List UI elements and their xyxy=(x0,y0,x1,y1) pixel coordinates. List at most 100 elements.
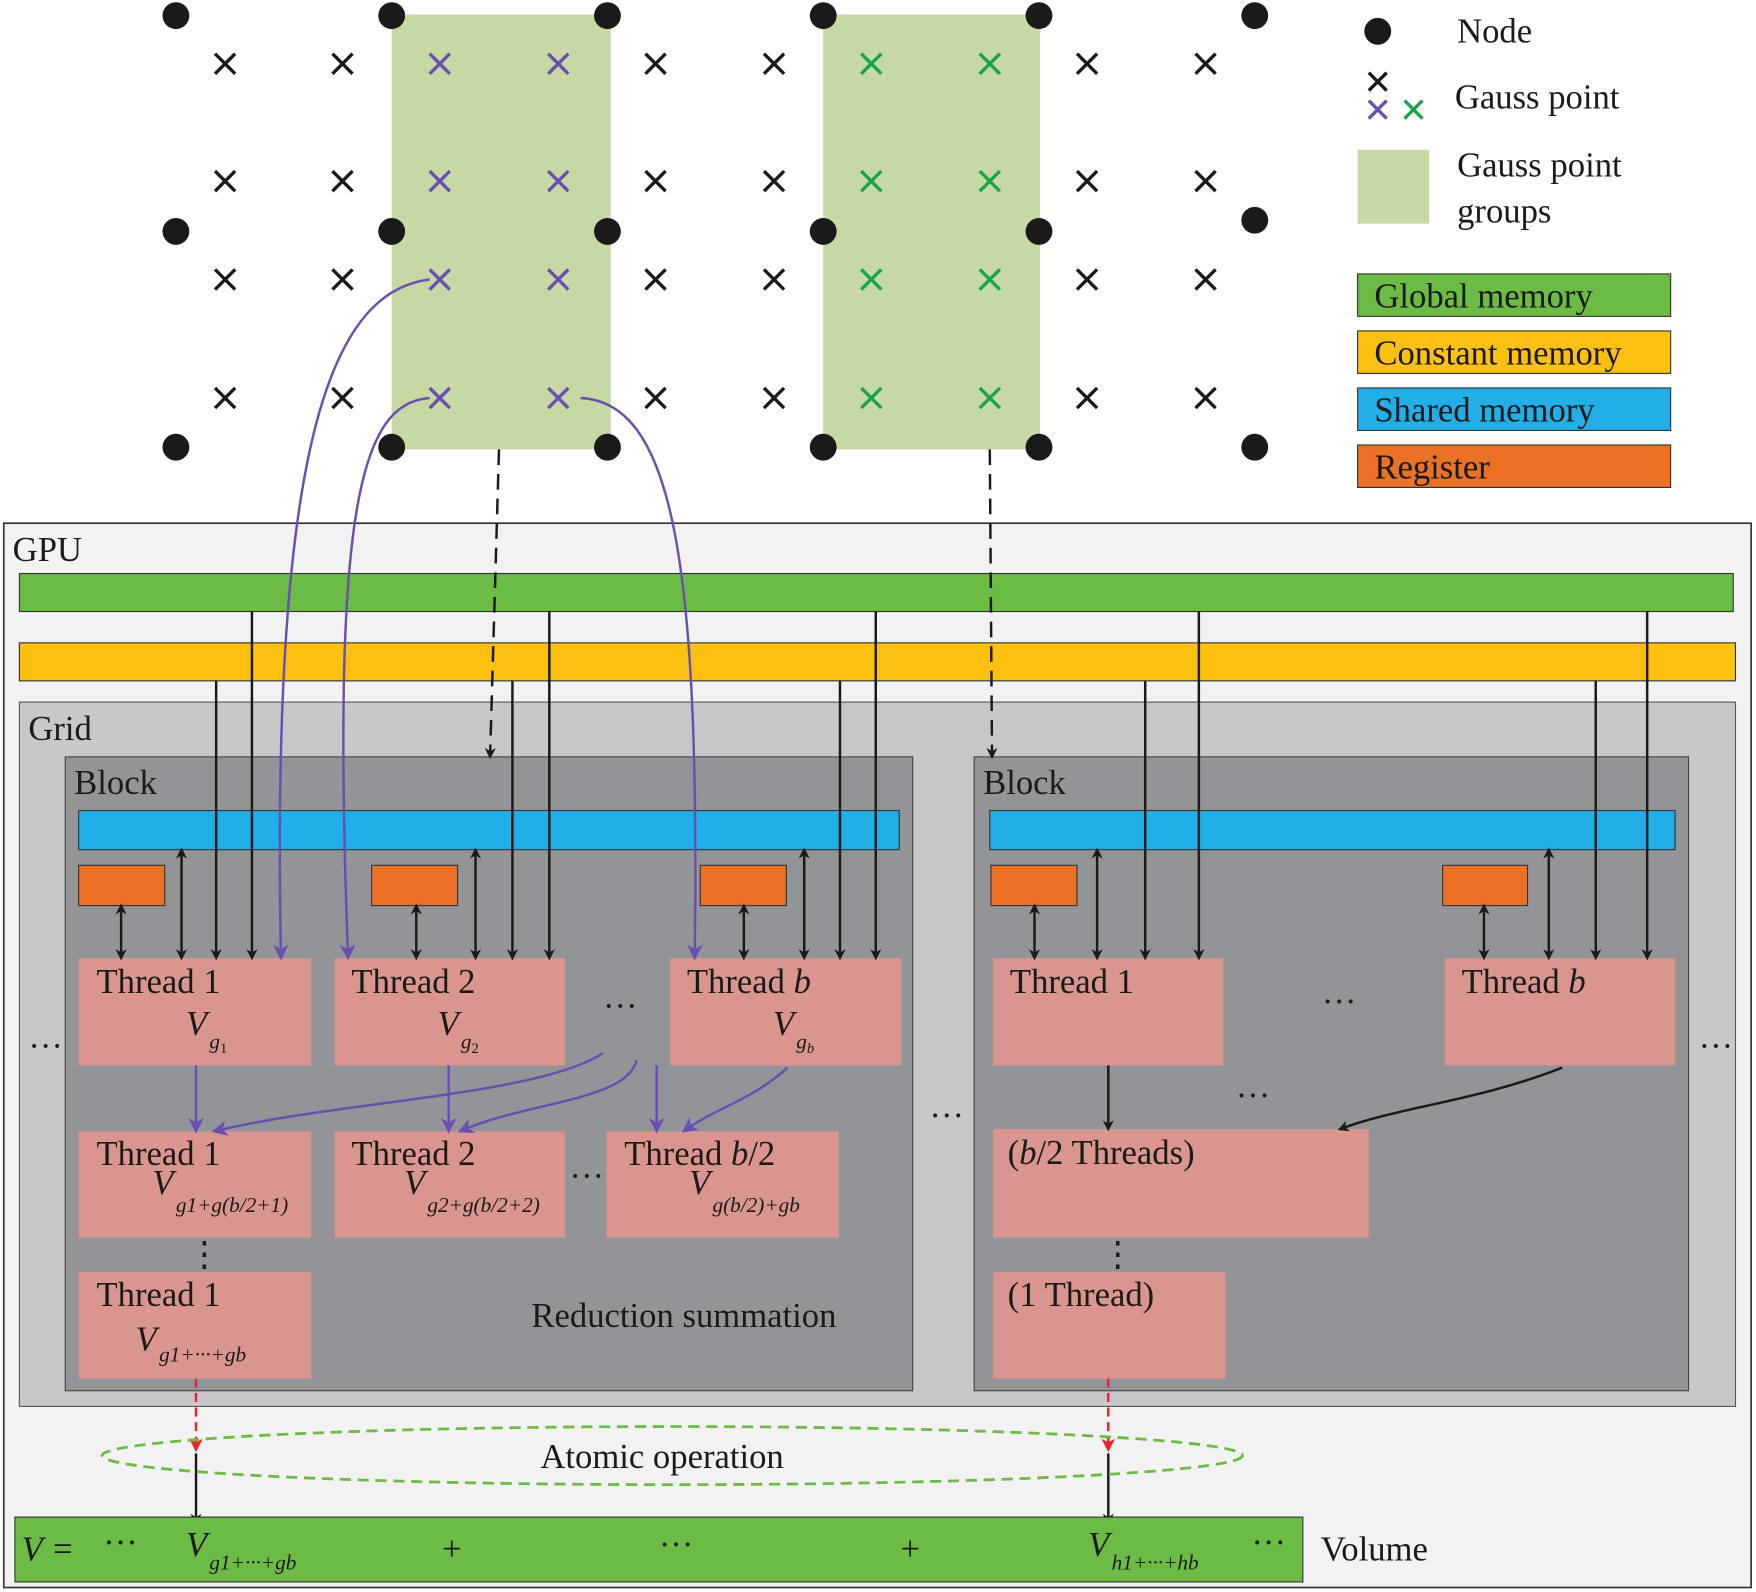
gauss-point-icon xyxy=(1194,52,1217,75)
gauss-point-icon xyxy=(860,52,883,75)
gauss-points xyxy=(213,52,1217,410)
gauss-point-icon xyxy=(1075,52,1099,75)
node-icon xyxy=(378,433,406,461)
global-memory-bar xyxy=(18,572,1734,613)
thread-label: Thread 2 xyxy=(351,963,475,1001)
node-icon xyxy=(162,433,190,461)
node-icon xyxy=(162,2,190,30)
legend-global-label: Global memory xyxy=(1374,277,1593,315)
node-icon xyxy=(1241,2,1269,30)
register xyxy=(370,864,459,907)
ellipsis: ··· xyxy=(569,1157,604,1195)
reduction-thread-1: Thread 1 Vg1+g(b/2+1) xyxy=(78,1131,312,1238)
arrow xyxy=(457,1059,638,1134)
gauss-point-icon xyxy=(331,169,354,193)
gauss-point-icon xyxy=(644,169,667,193)
arrow xyxy=(1337,1066,1563,1132)
arrow xyxy=(986,449,998,760)
thread-value: Vg2+g(b/2+2) xyxy=(404,1164,540,1217)
node-icon xyxy=(378,218,406,245)
gauss-point-icon xyxy=(860,169,883,193)
legend-gauss-point-label: Gauss point xyxy=(1455,78,1620,116)
gauss-point-icon xyxy=(428,386,452,410)
legend-gauss-point-icon xyxy=(1367,71,1424,120)
ellipsis: ··· xyxy=(1236,1077,1271,1115)
gauss-point-icon xyxy=(428,268,452,291)
node-icon xyxy=(594,218,621,245)
atomic-operation-ellipse xyxy=(100,1425,1244,1487)
thread-label: Thread 1 xyxy=(97,1135,221,1173)
thread-label: Thread 2 xyxy=(351,1135,475,1173)
legend-node-icon xyxy=(1364,17,1392,45)
gauss-point-icon xyxy=(978,52,1002,75)
legend-shared-label: Shared memory xyxy=(1374,391,1595,429)
arrow xyxy=(484,449,501,760)
gauss-point-icon xyxy=(978,386,1002,410)
thread-value: Vg(b/2)+gb xyxy=(689,1164,800,1217)
arrow xyxy=(339,396,430,961)
node-icon xyxy=(1241,433,1269,461)
gauss-point-icon xyxy=(213,52,237,75)
vertical-ellipsis: ⋮ xyxy=(187,1236,222,1274)
gauss-point-icon xyxy=(213,169,237,193)
arrow xyxy=(211,1052,604,1136)
gauss-point-icon xyxy=(331,386,354,410)
arrows xyxy=(115,278,1653,1525)
volume-bar xyxy=(14,1516,1304,1583)
ellipsis: ··· xyxy=(103,1524,138,1562)
vertical-ellipsis: ⋮ xyxy=(1100,1236,1135,1274)
ellipsis: ··· xyxy=(1251,1524,1286,1562)
ellipsis: ··· xyxy=(659,1526,694,1564)
thread-label: Thread b xyxy=(687,963,811,1001)
thread-label: Thread b/2 xyxy=(624,1135,775,1173)
half-threads: (b/2 Threads) xyxy=(993,1129,1369,1238)
gauss-point-icon xyxy=(547,268,570,291)
one-thread: (1 Thread) xyxy=(993,1272,1226,1379)
gauss-point-icon xyxy=(547,52,570,75)
gauss-point-group-1 xyxy=(391,14,611,450)
gauss-point-icon xyxy=(1194,268,1217,291)
shared-memory-bar xyxy=(989,809,1676,851)
gauss-point-icon xyxy=(428,169,452,193)
gauss-point-icon xyxy=(978,169,1002,193)
thread-1: Thread 1 xyxy=(993,958,1224,1066)
gauss-point-icon xyxy=(428,52,452,75)
arrow xyxy=(272,278,430,961)
gauss-point-icon xyxy=(547,386,570,410)
legend-groups-label-2: groups xyxy=(1457,192,1551,230)
gauss-point-icon xyxy=(860,268,883,291)
gauss-point-icon xyxy=(762,268,786,291)
thread-label: Thread 1 xyxy=(1010,963,1134,1001)
gauss-point-icon xyxy=(644,268,667,291)
legend-constant-label: Constant memory xyxy=(1374,334,1622,372)
node-icon xyxy=(809,218,837,245)
gauss-point-icon xyxy=(331,268,354,291)
legend-register-label: Register xyxy=(1374,448,1490,486)
node-icon xyxy=(378,2,406,30)
legend-groups-label-1: Gauss point xyxy=(1457,147,1622,185)
gauss-point-icon xyxy=(762,169,786,193)
node-icon xyxy=(809,2,837,30)
thread-b: Thread b xyxy=(1444,958,1676,1066)
gauss-point-icon xyxy=(1075,268,1099,291)
legend-constant-swatch xyxy=(1357,330,1672,374)
node-icon xyxy=(1025,2,1053,30)
node-icon xyxy=(1025,218,1053,245)
volume-label: Volume xyxy=(1321,1531,1428,1569)
node-icon xyxy=(1241,206,1269,234)
gauss-point-icon xyxy=(762,386,786,410)
shared-memory-bar xyxy=(78,809,900,851)
ellipsis: ··· xyxy=(1699,1028,1734,1066)
node-icon xyxy=(809,433,837,461)
plus: + xyxy=(900,1531,920,1569)
thread-label: Thread b xyxy=(1462,963,1586,1001)
gauss-point-icon xyxy=(547,169,570,193)
